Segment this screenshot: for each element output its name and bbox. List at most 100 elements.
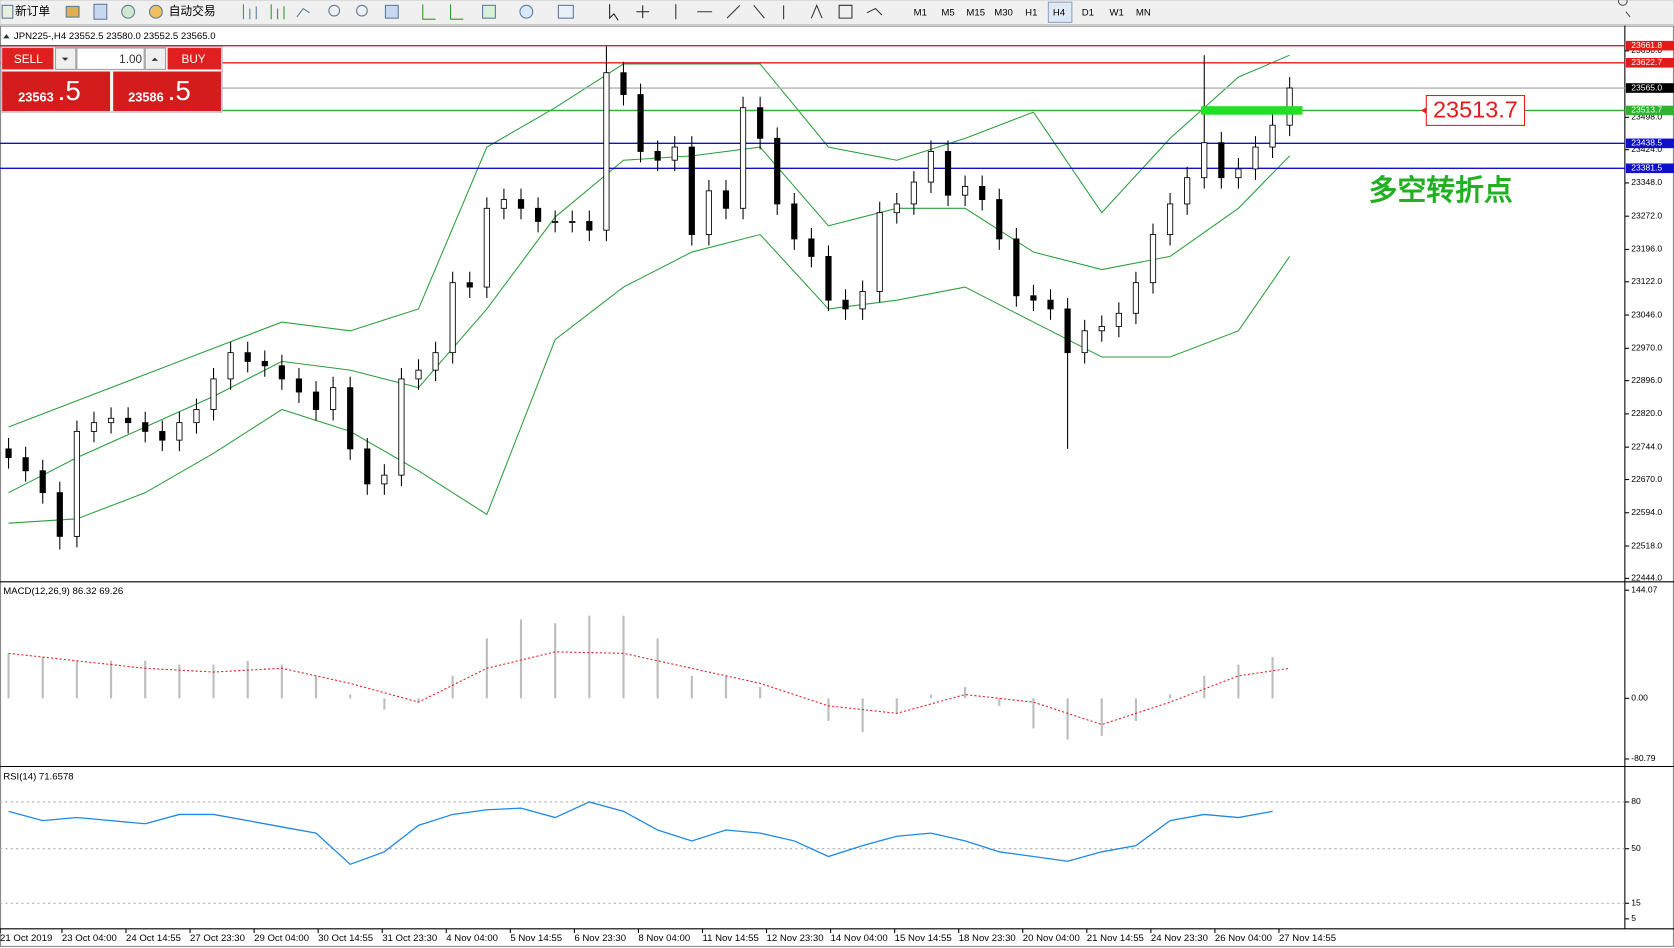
breakout-marker [1201,106,1303,115]
candle-body [1047,299,1054,310]
y-tick-label: 23122.0 [1631,276,1662,286]
candle-body [842,299,849,310]
candle-body [1098,325,1105,332]
candle-body [944,151,952,196]
y-tick-label: 22444.0 [1631,573,1662,583]
candle-body [620,72,627,96]
search-icon[interactable] [1617,0,1631,18]
rsi-line [8,801,1273,866]
icon[interactable] [242,4,257,20]
new-order-button[interactable]: 新订单 [15,4,50,18]
x-tick-label: 11 Nov 14:55 [702,933,758,944]
level-tag [1625,40,1674,51]
icon[interactable] [148,4,163,19]
candle-body [1064,308,1071,354]
icon[interactable] [65,5,80,18]
timeframe-button[interactable]: M1 [914,7,927,18]
candle-body [1013,238,1020,297]
sell-pips: .5 [58,75,81,106]
candle-body [962,186,969,196]
icon[interactable] [384,4,399,19]
x-tick-label: 24 Oct 14:55 [126,933,181,944]
icon[interactable] [557,4,574,19]
timeframe-button[interactable]: M15 [966,7,985,18]
candle-body [312,391,320,410]
candle-body [1218,142,1225,179]
sell-button[interactable] [2,48,54,70]
icon[interactable] [270,4,285,20]
candle-body [330,387,337,410]
y-tick-label: -80.79 [1631,753,1655,763]
candle-body [159,430,166,441]
y-tick-label: 22670.0 [1631,474,1662,484]
timeframe-button[interactable]: M30 [994,7,1013,18]
candle-body [227,352,234,380]
candle-body [688,146,695,235]
timeframe-button[interactable]: M5 [941,7,954,18]
level-tag-label: 23661.8 [1631,40,1662,50]
icon[interactable] [519,4,534,19]
candle-body [398,378,405,476]
timeframe-button[interactable]: D1 [1082,7,1094,18]
candle-body [996,199,1003,240]
buy-pips: .5 [168,75,191,106]
buy-price: 23586 [128,90,164,105]
candle-body [1132,282,1140,314]
icon[interactable] [296,7,310,18]
candle-body [1235,168,1242,179]
candle-body [73,430,80,537]
macd-label: MACD(12,26,9) 86.32 69.26 [3,586,123,597]
buy-price-tile[interactable] [113,71,222,112]
bollinger-upper [8,54,1290,428]
icon[interactable] [636,5,650,19]
buy-button[interactable] [167,48,222,70]
x-tick-label: 30 Oct 14:55 [318,933,373,944]
candle-body [586,221,593,231]
y-tick-label: 22820.0 [1631,408,1662,418]
level-tag [1625,83,1674,93]
icon[interactable] [450,4,464,20]
candle-body [825,256,832,301]
sell-price-tile[interactable] [2,71,110,112]
candle-body [893,203,900,214]
auto-trading-button[interactable]: 自动交易 [169,4,216,18]
timeframe-button[interactable]: MN [1136,7,1151,18]
rsi-panel: 80 50 15 5 [0,796,1641,923]
lot-value: 1.00 [119,53,142,66]
x-tick-label: 21 Oct 2019 [0,933,52,944]
level-tag [1625,163,1674,174]
y-tick-label: 0.00 [1631,693,1648,703]
icon[interactable] [93,3,108,20]
annotation-text: 多空转折点 [1369,174,1513,207]
candle-body [637,94,644,152]
candle-body [500,199,508,209]
arrow [151,57,159,61]
icon[interactable] [121,4,136,19]
lot-input[interactable] [76,47,145,70]
level-tag-label: 23381.5 [1631,163,1662,173]
candle-body [517,199,525,209]
collapse-arrow [3,34,10,39]
level-tag [1625,57,1674,68]
icon[interactable] [482,4,496,19]
x-tick-label: 27 Nov 14:55 [1279,933,1336,944]
price-annotation-box [1425,94,1526,126]
sell-text: SELL [14,53,43,66]
icon[interactable] [328,4,341,17]
timeframe-button[interactable]: W1 [1110,7,1124,18]
timeframe-button[interactable]: H4 [1053,7,1066,18]
x-tick-label: 21 Nov 14:55 [1087,933,1144,944]
icon[interactable] [356,4,368,17]
candle-body [261,360,268,367]
x-tick-label: 31 Oct 23:30 [382,933,437,944]
icon[interactable] [1,4,14,19]
candle-body [1115,312,1122,327]
candle-body [1149,234,1157,284]
icon[interactable] [675,3,883,20]
icon[interactable] [422,4,436,20]
y-tick-label: 22594.0 [1631,507,1662,517]
candle-body [125,417,132,424]
icon[interactable] [609,4,619,21]
timeframe-button[interactable]: H1 [1025,7,1037,18]
